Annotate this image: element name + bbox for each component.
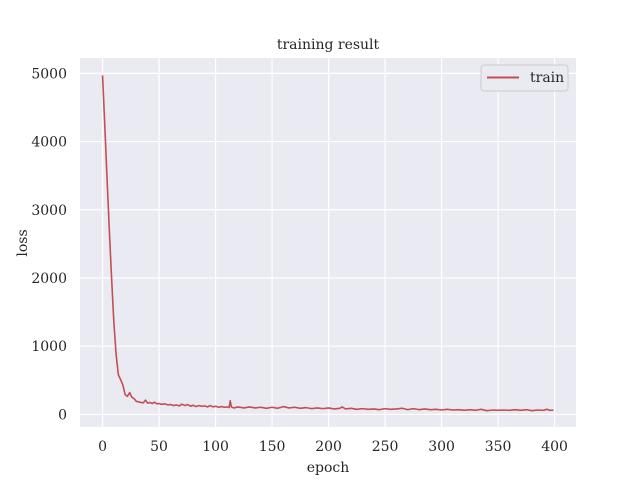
y-tick-label: 3000: [31, 203, 67, 219]
series-lines: [101, 75, 554, 412]
x-tick-label: 200: [315, 439, 342, 455]
x-tick-labels: 0 50 100 150 200 250 300 350 400: [98, 439, 568, 455]
x-tick-label: 400: [541, 439, 568, 455]
legend: train: [480, 64, 569, 92]
legend-label-train: train: [530, 70, 564, 86]
x-tick-label: 50: [150, 439, 168, 455]
x-axis-label: epoch: [307, 460, 350, 476]
series-line-train: [101, 75, 554, 412]
x-tick-label: 0: [98, 439, 107, 455]
x-tick-label: 350: [485, 439, 512, 455]
legend-box: [480, 64, 569, 92]
x-tick-label: 250: [372, 439, 399, 455]
x-tick-label: 100: [202, 439, 229, 455]
x-tick-label: 300: [428, 439, 455, 455]
y-tick-label: 2000: [31, 271, 67, 287]
y-tick-label: 5000: [31, 66, 67, 82]
y-axis-label: loss: [15, 229, 31, 256]
y-tick-labels: 0 1000 2000 3000 4000 5000: [31, 66, 67, 423]
y-tick-label: 1000: [31, 339, 67, 355]
grid: [80, 58, 576, 427]
chart-title: training result: [277, 37, 380, 53]
y-tick-label: 4000: [31, 135, 67, 151]
y-tick-label: 0: [58, 407, 67, 423]
x-tick-label: 150: [259, 439, 286, 455]
